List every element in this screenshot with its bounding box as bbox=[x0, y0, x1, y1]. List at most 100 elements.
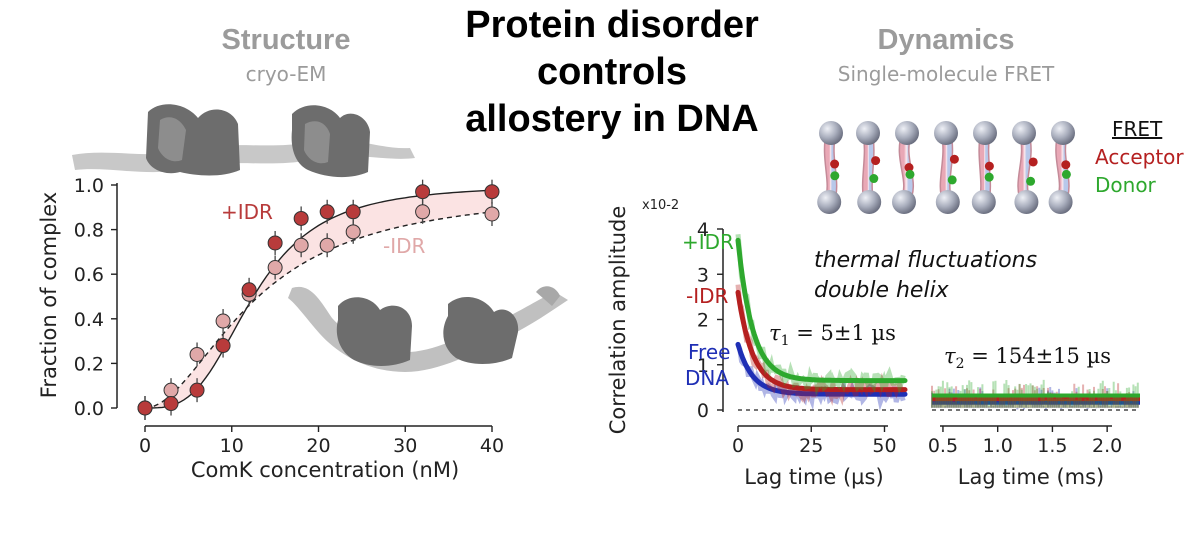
plus-idr-point bbox=[319, 204, 335, 220]
acceptor-dye bbox=[1028, 157, 1038, 167]
title-line-1: Protein disorder bbox=[465, 4, 759, 46]
annotation-line-1: thermal fluctuations bbox=[814, 248, 1037, 273]
minus-idr-point bbox=[319, 237, 335, 253]
y-axis-label: Fraction of complex bbox=[37, 192, 61, 398]
y-scale-label: x10-2 bbox=[642, 198, 679, 213]
lag-us-axis-label: Lag time (µs) bbox=[744, 465, 883, 489]
donor-dye bbox=[869, 174, 879, 184]
donor-dye bbox=[984, 172, 994, 182]
y-tick-label: 1.0 bbox=[74, 175, 104, 197]
plus-idr-point bbox=[137, 400, 153, 416]
plus-idr-label: +IDR bbox=[221, 200, 273, 224]
title-line-2: controls bbox=[537, 51, 687, 93]
corr-y-tick-label: 2 bbox=[697, 310, 709, 332]
lag-us-tick-label: 0 bbox=[732, 435, 744, 457]
helix-end-bead-top bbox=[895, 121, 919, 145]
helix-end-bead-top bbox=[856, 121, 880, 145]
fret-legend-title: FRET bbox=[1112, 117, 1163, 141]
fret-helix-row bbox=[817, 121, 1075, 214]
minus-idr-point bbox=[189, 346, 205, 362]
minus-idr-point bbox=[415, 204, 431, 220]
tau2-value: = 154±15 µs bbox=[965, 344, 1111, 368]
lag-ms-tick-label: 0.5 bbox=[928, 435, 958, 457]
series-label-plus-idr: +IDR bbox=[682, 230, 734, 254]
minus-idr-point bbox=[293, 237, 309, 253]
series-label-minus-idr: -IDR bbox=[686, 284, 729, 308]
tau1-symbol: τ bbox=[769, 321, 781, 345]
plus-idr-fit-line bbox=[145, 189, 493, 409]
dna-helix bbox=[971, 121, 997, 214]
dna-helix bbox=[934, 121, 960, 214]
helix-end-bead-bottom bbox=[1048, 190, 1073, 214]
plus-idr-point bbox=[293, 210, 309, 226]
lag-ms-tick-label: 2.0 bbox=[1092, 435, 1122, 457]
lag-ms-tick-label: 1.0 bbox=[983, 435, 1013, 457]
helix-end-bead-bottom bbox=[971, 190, 996, 214]
idr-fit-us bbox=[735, 237, 908, 384]
acceptor-dye bbox=[949, 154, 959, 164]
donor-dye bbox=[1061, 169, 1071, 179]
acceptor-dye bbox=[984, 161, 994, 171]
dna-helix bbox=[856, 121, 882, 214]
acceptor-dye bbox=[871, 156, 881, 166]
plus-idr-point bbox=[241, 282, 257, 298]
title-line-3: allostery in DNA bbox=[465, 98, 759, 140]
plus-idr-point bbox=[215, 338, 231, 354]
minus-idr-point bbox=[484, 206, 500, 222]
free-dna-fit-us bbox=[735, 341, 908, 397]
tau2-subscript: 2 bbox=[956, 356, 965, 372]
minus-idr-point bbox=[163, 382, 179, 398]
minus-idr-point bbox=[215, 313, 231, 329]
annotation-line-2: double helix bbox=[814, 278, 950, 303]
helix-end-bead-top bbox=[934, 121, 958, 145]
cryo-em-density-top bbox=[72, 104, 415, 178]
helix-end-bead-top bbox=[819, 121, 843, 145]
tau1-subscript: 1 bbox=[781, 333, 790, 349]
y-tick-label: 0.4 bbox=[74, 309, 104, 331]
minus-idr-point bbox=[345, 224, 361, 240]
tau1-annotation: τ1 = 5±1 µs bbox=[769, 321, 896, 349]
x-tick-label: 0 bbox=[139, 435, 151, 457]
acceptor-dye bbox=[830, 159, 840, 169]
tau1-value: = 5±1 µs bbox=[790, 321, 896, 345]
dna-helix bbox=[1048, 121, 1075, 214]
series-label-free: Free bbox=[688, 340, 730, 364]
x-tick-label: 40 bbox=[480, 435, 504, 457]
lag-us-tick-label: 25 bbox=[799, 435, 823, 457]
plus-idr-point bbox=[189, 382, 205, 398]
y-tick-label: 0.6 bbox=[74, 264, 104, 286]
dynamics-heading: Dynamics bbox=[877, 24, 1014, 56]
fret-legend-donor: Donor bbox=[1095, 173, 1157, 197]
y-tick-label: 0.0 bbox=[74, 398, 104, 420]
lag-us-tick-label: 50 bbox=[872, 435, 896, 457]
lag-ms-axis-label: Lag time (ms) bbox=[958, 465, 1104, 489]
minus-idr-label: -IDR bbox=[383, 234, 426, 258]
dna-helix bbox=[1012, 121, 1039, 214]
helix-end-bead-bottom bbox=[935, 190, 960, 214]
plus-idr-point bbox=[163, 396, 179, 412]
helix-end-bead-bottom bbox=[857, 190, 882, 214]
dna-helix bbox=[817, 121, 843, 214]
donor-dye bbox=[947, 175, 957, 185]
series-label-dna: DNA bbox=[685, 366, 729, 390]
helix-end-bead-bottom bbox=[1014, 190, 1039, 214]
helix-end-bead-bottom bbox=[892, 190, 916, 214]
binding-curve-chart: 0.0 0.2 0.4 0.6 0.8 1.0 0 10 20 30 40 ComK concent… bbox=[37, 175, 504, 482]
minus-idr-point bbox=[267, 260, 283, 276]
corr-y-tick-label: 1 bbox=[697, 355, 709, 377]
idr-fit-us bbox=[735, 289, 908, 393]
x-axis-label: ComK concentration (nM) bbox=[191, 458, 459, 482]
structure-subheading: cryo-EM bbox=[246, 62, 327, 86]
corr-y-tick-label: 3 bbox=[697, 264, 709, 286]
corr-y-axis-label: Correlation amplitude bbox=[606, 206, 630, 435]
minus-idr-fit-line bbox=[144, 211, 493, 409]
x-tick-label: 30 bbox=[393, 435, 417, 457]
donor-dye bbox=[905, 169, 915, 179]
plus-idr-point bbox=[345, 204, 361, 220]
acceptor-dye bbox=[1061, 160, 1071, 170]
corr-y-tick-label: 4 bbox=[697, 219, 709, 241]
y-tick-label: 0.8 bbox=[74, 220, 104, 242]
structure-heading: Structure bbox=[222, 24, 351, 56]
y-tick-label: 0.2 bbox=[74, 353, 104, 375]
